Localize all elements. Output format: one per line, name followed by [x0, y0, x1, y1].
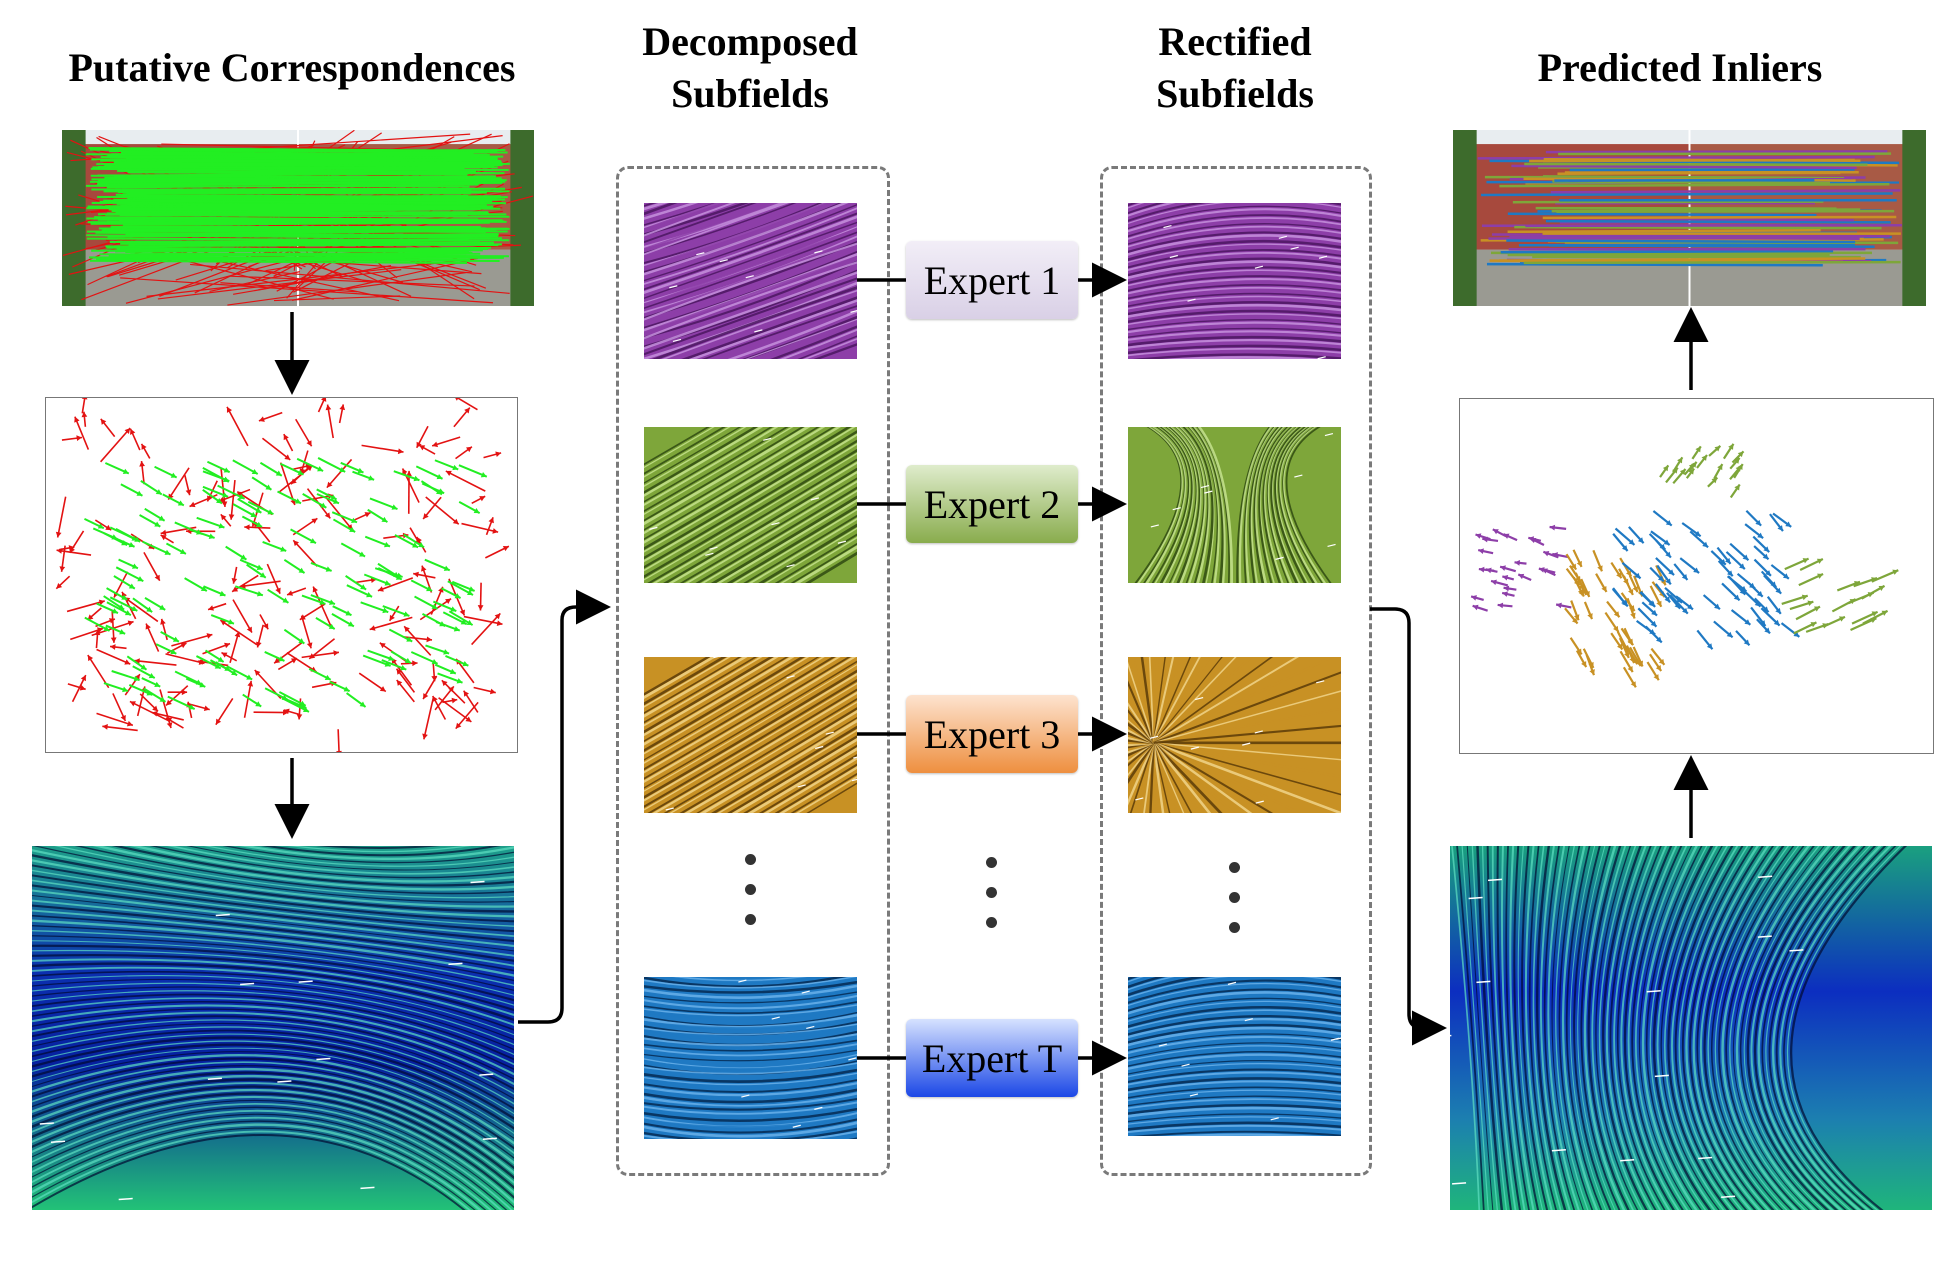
rectified-subfield-1: [1128, 203, 1341, 359]
decomposed-subfield-1: [644, 203, 857, 359]
title-rectified-subfields: Rectified Subfields: [1085, 16, 1385, 120]
putative-correspondence-photo: [62, 130, 534, 306]
expert-3-box: Expert 3: [906, 695, 1078, 773]
vertical-ellipsis-icon: [986, 857, 998, 947]
expert-t-box: Expert T: [906, 1019, 1078, 1097]
title-decomposed-subfields: Decomposed Subfields: [600, 16, 900, 120]
title-putative-correspondences: Putative Correspondences: [68, 45, 516, 90]
arrow-icon: [1370, 607, 1447, 1046]
title-predicted-inliers: Predicted Inliers: [1537, 45, 1823, 90]
expert-1-box: Expert 1: [906, 241, 1078, 319]
vertical-ellipsis-icon: [745, 854, 757, 944]
arrow-icon: [518, 589, 611, 1024]
title-rectified-line2: Subfields: [1156, 71, 1314, 116]
title-decomposed-line2: Subfields: [671, 71, 829, 116]
decomposed-subfield-2: [644, 427, 857, 583]
rectified-subfield-3: [1128, 657, 1341, 813]
expert-2-box: Expert 2: [906, 465, 1078, 543]
decomposed-subfield-t: [644, 977, 857, 1139]
title-rectified-line1: Rectified: [1158, 19, 1312, 64]
vertical-ellipsis-icon: [1229, 862, 1241, 952]
clustered-inlier-vector-plot: [1459, 398, 1934, 754]
rectified-subfield-t: [1128, 977, 1341, 1136]
predicted-inliers-photo: [1453, 130, 1926, 306]
decomposed-subfields-container: [616, 166, 890, 1176]
motion-field-visualization: [32, 846, 514, 1210]
decomposed-subfield-3: [644, 657, 857, 813]
title-decomposed-line1: Decomposed: [642, 19, 858, 64]
rectified-subfield-2: [1128, 427, 1341, 583]
final-motion-field-visualization: [1450, 846, 1932, 1210]
correspondence-vector-plot: [45, 397, 518, 753]
